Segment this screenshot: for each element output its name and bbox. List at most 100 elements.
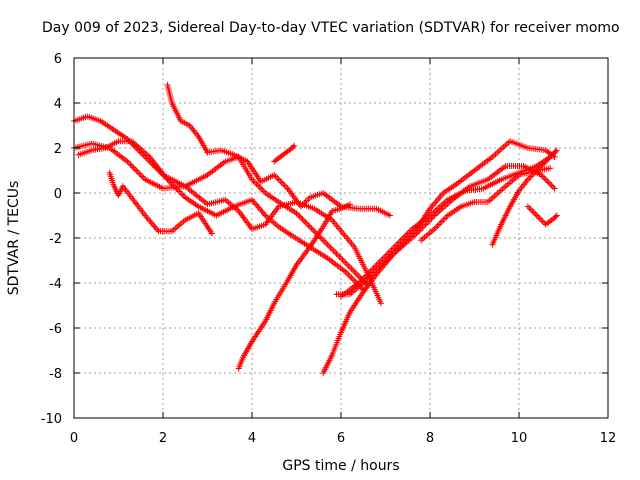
data-point — [308, 225, 315, 232]
data-point — [147, 218, 154, 225]
data-point — [398, 236, 405, 243]
data-point — [548, 182, 555, 189]
data-point — [277, 178, 284, 184]
x-tick-label: 8 — [426, 431, 434, 446]
data-point — [400, 235, 407, 241]
data-point — [373, 262, 380, 268]
data-point — [437, 220, 444, 226]
data-point — [527, 206, 534, 213]
data-point — [305, 222, 312, 229]
data-point — [324, 241, 331, 248]
data-point — [146, 217, 153, 224]
data-point — [291, 142, 298, 149]
data-point — [150, 221, 157, 228]
data-point — [144, 215, 151, 222]
data-point — [432, 199, 439, 206]
data-point — [346, 201, 353, 208]
data-point — [278, 179, 285, 186]
data-point — [275, 176, 282, 183]
data-point — [302, 219, 309, 226]
data-point — [370, 265, 377, 271]
y-tick-label: -10 — [41, 412, 62, 427]
data-point — [254, 203, 261, 210]
y-tick-label: -8 — [49, 367, 62, 382]
data-point — [339, 256, 346, 263]
data-point — [281, 182, 288, 189]
data-point — [250, 198, 257, 205]
data-point — [318, 235, 325, 242]
series-track-11 — [418, 165, 554, 244]
data-point — [321, 238, 328, 245]
data-point — [378, 300, 385, 307]
data-point — [406, 229, 413, 235]
data-point — [533, 212, 540, 219]
y-tick-label: 2 — [54, 142, 62, 157]
data-point — [404, 230, 411, 237]
data-point — [415, 229, 422, 235]
data-point — [154, 226, 161, 233]
data-point — [330, 247, 337, 254]
data-point — [280, 181, 287, 187]
data-point — [152, 225, 159, 232]
data-point — [294, 211, 301, 218]
data-point — [133, 167, 140, 174]
data-point — [303, 220, 310, 227]
data-point — [254, 182, 261, 189]
data-point — [261, 210, 268, 217]
data-point — [348, 274, 355, 281]
data-point — [346, 264, 353, 271]
data-point — [526, 205, 533, 211]
data-point — [542, 176, 549, 183]
data-point — [401, 233, 408, 240]
data-point — [259, 187, 266, 193]
data-point — [345, 271, 352, 278]
series-track-7 — [235, 201, 353, 372]
data-point — [544, 178, 551, 184]
data-point — [352, 270, 359, 277]
data-point — [136, 170, 143, 177]
data-point — [372, 263, 379, 270]
data-point — [552, 213, 559, 220]
data-point — [259, 209, 266, 216]
data-point — [257, 206, 264, 213]
data-point — [550, 184, 557, 190]
data-point — [529, 208, 536, 214]
y-tick-label: -4 — [49, 277, 62, 292]
y-tick-label: 6 — [54, 52, 62, 67]
x-tick-label: 4 — [248, 431, 256, 446]
y-tick-label: -6 — [49, 322, 62, 337]
chart-title: Day 009 of 2023, Sidereal Day-to-day VTE… — [42, 20, 620, 36]
data-point — [340, 258, 347, 265]
data-point — [439, 191, 446, 198]
data-point — [131, 166, 138, 172]
data-point — [323, 240, 330, 247]
x-tick-label: 12 — [600, 431, 617, 446]
data-point — [148, 220, 155, 227]
data-point — [349, 276, 356, 283]
data-point — [125, 160, 132, 166]
data-point — [306, 223, 313, 230]
data-point — [354, 271, 361, 278]
data-point — [351, 268, 358, 275]
data-point — [151, 223, 158, 230]
data-point — [431, 201, 438, 208]
grid — [74, 58, 608, 418]
series-track-12 — [489, 149, 558, 248]
data-point — [443, 214, 450, 220]
data-point — [257, 185, 264, 192]
data-point — [343, 261, 350, 268]
data-point — [255, 204, 262, 211]
data-point — [433, 197, 440, 204]
data-point — [139, 173, 146, 180]
data-point — [538, 217, 545, 223]
x-tick-label: 2 — [159, 431, 167, 446]
data-point — [130, 164, 137, 171]
x-axis-label: GPS time / hours — [282, 458, 399, 474]
data-point — [547, 165, 554, 172]
data-point — [342, 259, 349, 266]
data-point — [369, 266, 376, 273]
data-point — [436, 194, 443, 201]
data-point — [179, 191, 186, 198]
data-point — [438, 218, 445, 225]
